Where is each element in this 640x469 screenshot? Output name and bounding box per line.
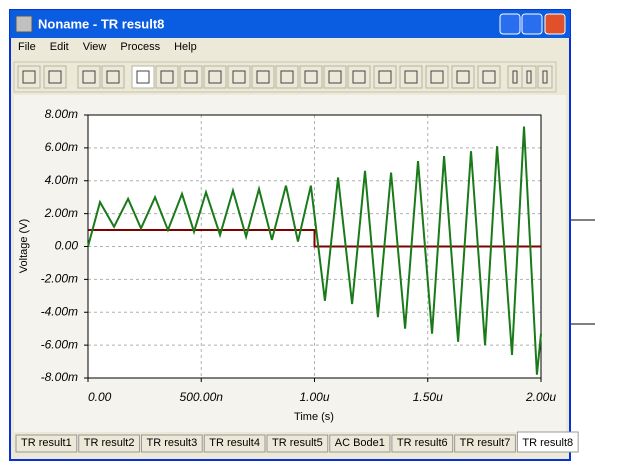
x-tick-label: 2.00u <box>525 390 556 404</box>
toolbar-icon <box>106 70 120 84</box>
tab-label[interactable]: TR result3 <box>147 437 198 449</box>
toolbar-icon <box>482 70 496 84</box>
toolbar-icon <box>512 70 518 84</box>
tab-label[interactable]: AC Bode1 <box>335 437 385 449</box>
x-tick-label: 1.00u <box>299 390 329 404</box>
y-tick-label: 6.00m <box>45 140 78 154</box>
toolbar-button[interactable] <box>425 65 449 89</box>
toolbar-icon <box>352 70 366 84</box>
toolbar-buttons <box>17 65 553 89</box>
toolbar-button[interactable] <box>77 65 101 89</box>
toolbar-button[interactable] <box>155 65 179 89</box>
series-line <box>88 229 541 248</box>
toolbar-icon <box>430 70 444 84</box>
menu-item[interactable]: View <box>83 41 107 53</box>
toolbar-button[interactable] <box>521 65 537 89</box>
close-button[interactable] <box>544 13 566 35</box>
toolbar-icon <box>378 70 392 84</box>
toolbar-icon <box>542 70 548 84</box>
toolbar-button[interactable] <box>537 65 553 89</box>
toolbar-icon <box>256 70 270 84</box>
toolbar-button[interactable] <box>17 65 41 89</box>
tab-label[interactable]: TR result1 <box>21 437 72 449</box>
y-tick-label: 2.00m <box>44 206 78 220</box>
toolbar-button[interactable] <box>131 65 155 89</box>
toolbar-icon <box>136 70 150 84</box>
x-axis-label: Time (s) <box>294 411 334 423</box>
x-tick-label: 500.00n <box>180 390 224 404</box>
toolbar-button[interactable] <box>299 65 323 89</box>
y-tick-label: 4.00m <box>45 173 78 187</box>
toolbar-button[interactable] <box>179 65 203 89</box>
tab-strip: TR result1 TR result2 TR result3 TR result4… <box>15 431 579 453</box>
y-tick-label: -8.00m <box>41 370 78 384</box>
tab[interactable] <box>141 434 203 453</box>
menu-item[interactable]: Process <box>120 41 160 53</box>
tab[interactable] <box>391 434 454 453</box>
tab[interactable] <box>78 434 140 453</box>
x-tick-label: 0.00 <box>88 390 112 404</box>
toolbar-button[interactable] <box>477 65 501 89</box>
toolbar-button[interactable] <box>451 65 475 89</box>
minimize-button[interactable] <box>499 13 521 35</box>
toolbar-icon <box>22 70 36 84</box>
tab[interactable] <box>516 431 579 453</box>
tab-label[interactable]: TR result8 <box>522 437 573 449</box>
toolbar-icon <box>280 70 294 84</box>
tab-label[interactable]: TR result4 <box>209 437 260 449</box>
menu-item[interactable]: Edit <box>50 41 69 53</box>
toolbar-button[interactable] <box>43 65 67 89</box>
y-axis-label: Voltage (V) <box>18 219 30 273</box>
tab-label[interactable]: TR result6 <box>397 437 448 449</box>
tab[interactable] <box>15 434 78 453</box>
tab-label[interactable]: TR result5 <box>272 437 323 449</box>
toolbar-button[interactable] <box>275 65 299 89</box>
menu-item[interactable]: Help <box>174 41 197 53</box>
toolbar-button[interactable] <box>507 65 523 89</box>
toolbar-icon <box>456 70 470 84</box>
toolbar-icon <box>184 70 198 84</box>
title-bar <box>10 10 570 38</box>
window-title: Noname - TR result8 <box>38 16 164 31</box>
toolbar-button[interactable] <box>101 65 125 89</box>
toolbar-icon <box>208 70 222 84</box>
toolbar-icon <box>82 70 96 84</box>
toolbar-button[interactable] <box>373 65 397 89</box>
toolbar-icon <box>304 70 318 84</box>
tab[interactable] <box>454 434 516 453</box>
y-tick-label: 0.00 <box>55 239 79 253</box>
series-line <box>87 126 542 375</box>
app-icon <box>15 15 33 33</box>
toolbar-icon <box>48 70 62 84</box>
toolbar-button[interactable] <box>399 65 423 89</box>
y-tick-label: -4.00m <box>41 304 78 318</box>
toolbar-icon <box>328 70 342 84</box>
toolbar-button[interactable] <box>227 65 251 89</box>
y-tick-label: 8.00m <box>45 107 78 121</box>
tab-label[interactable]: TR result2 <box>84 437 135 449</box>
maximize-button[interactable] <box>521 13 543 35</box>
tab[interactable] <box>266 434 329 453</box>
x-tick-label: 1.50u <box>413 390 443 404</box>
y-tick-label: -6.00m <box>41 337 78 351</box>
toolbar-button[interactable] <box>251 65 275 89</box>
tab[interactable] <box>329 434 391 453</box>
toolbar-button[interactable] <box>323 65 347 89</box>
menu-bar: File Edit View Process Help <box>18 41 197 53</box>
tab[interactable] <box>203 434 266 453</box>
toolbar-icon <box>160 70 174 84</box>
toolbar-icon <box>526 70 532 84</box>
menu-item[interactable]: File <box>18 41 36 53</box>
tab-label[interactable]: TR result7 <box>460 437 511 449</box>
toolbar-icon <box>404 70 418 84</box>
toolbar-button[interactable] <box>203 65 227 89</box>
toolbar-icon <box>232 70 246 84</box>
toolbar-button[interactable] <box>347 65 371 89</box>
y-tick-label: -2.00m <box>41 272 78 286</box>
